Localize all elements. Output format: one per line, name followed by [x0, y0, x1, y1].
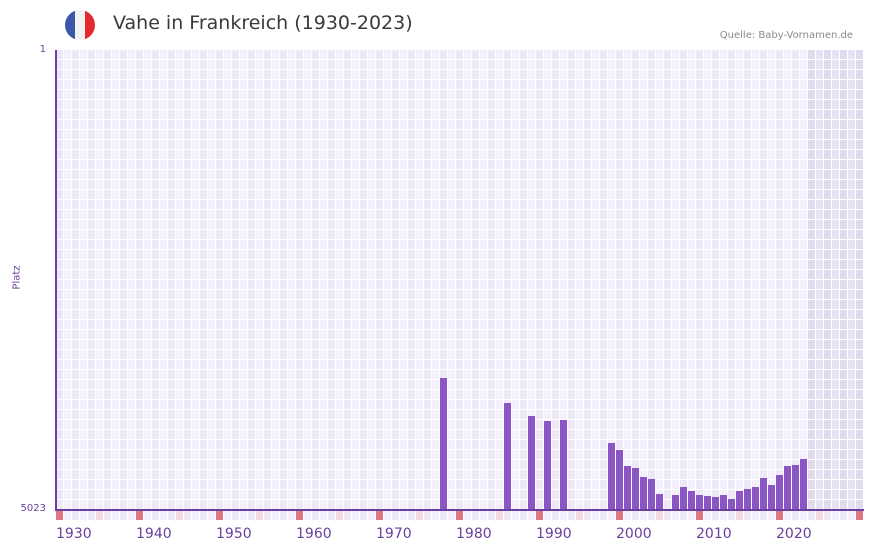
- x-tick-1980: 1980: [456, 526, 492, 542]
- bar-1986[interactable]: [504, 402, 511, 510]
- x-axis-labels: 1930 1940 1950 1960 1970 1980 1990 2000 2010 2020: [0, 526, 873, 546]
- bar-2004[interactable]: [648, 478, 655, 510]
- flag-white-stripe: [75, 10, 85, 40]
- x-axis-line: [55, 509, 864, 511]
- bar-2001[interactable]: [624, 465, 631, 510]
- bar-2012[interactable]: [712, 496, 719, 510]
- source-credit: Quelle: Baby-Vornamen.de: [719, 30, 853, 41]
- flag-red-stripe: [85, 10, 95, 40]
- bar-2020[interactable]: [776, 474, 783, 510]
- y-axis-title: Platz: [11, 265, 23, 290]
- x-tick-2020: 2020: [776, 526, 812, 542]
- bar-2011[interactable]: [704, 495, 711, 510]
- x-tick-1970: 1970: [376, 526, 412, 542]
- bar-2010[interactable]: [696, 494, 703, 510]
- bar-2008[interactable]: [680, 486, 687, 510]
- flag-blue-stripe: [65, 10, 75, 40]
- x-tick-2010: 2010: [696, 526, 732, 542]
- bar-2002[interactable]: [632, 467, 639, 510]
- x-tick-2000: 2000: [616, 526, 652, 542]
- bar-1989[interactable]: [528, 415, 535, 510]
- x-tick-1990: 1990: [536, 526, 572, 542]
- bar-2013[interactable]: [720, 494, 727, 510]
- chart-title: Vahe in Frankreich (1930-2023): [113, 12, 413, 34]
- bar-2021[interactable]: [784, 465, 791, 510]
- x-tick-1930: 1930: [56, 526, 92, 542]
- france-flag-icon: [65, 10, 95, 40]
- bar-2015[interactable]: [736, 490, 743, 510]
- y-axis-line: [55, 50, 57, 511]
- bar-2003[interactable]: [640, 476, 647, 510]
- bar-1991[interactable]: [544, 420, 551, 510]
- bar-1978[interactable]: [440, 378, 447, 510]
- x-tick-1950: 1950: [216, 526, 252, 542]
- bar-2019[interactable]: [768, 484, 775, 510]
- bar-2009[interactable]: [688, 490, 695, 510]
- grid-background: [56, 50, 863, 509]
- x-tick-1960: 1960: [296, 526, 332, 542]
- bar-2017[interactable]: [752, 486, 759, 510]
- decade-markers: [56, 511, 863, 520]
- bar-2000[interactable]: [616, 450, 623, 510]
- x-tick-1940: 1940: [136, 526, 172, 542]
- bar-1999[interactable]: [608, 442, 615, 510]
- bar-2022[interactable]: [792, 464, 799, 510]
- plot-area: [56, 50, 864, 510]
- y-tick-bottom: 5023: [20, 503, 46, 514]
- bar-2016[interactable]: [744, 488, 751, 510]
- bar-2005[interactable]: [656, 493, 663, 510]
- bar-2023[interactable]: [800, 458, 807, 510]
- y-tick-top: 1: [39, 44, 46, 55]
- bar-1993[interactable]: [560, 419, 567, 510]
- bar-2014[interactable]: [728, 498, 735, 510]
- bar-2007[interactable]: [672, 494, 679, 510]
- bar-2018[interactable]: [760, 477, 767, 510]
